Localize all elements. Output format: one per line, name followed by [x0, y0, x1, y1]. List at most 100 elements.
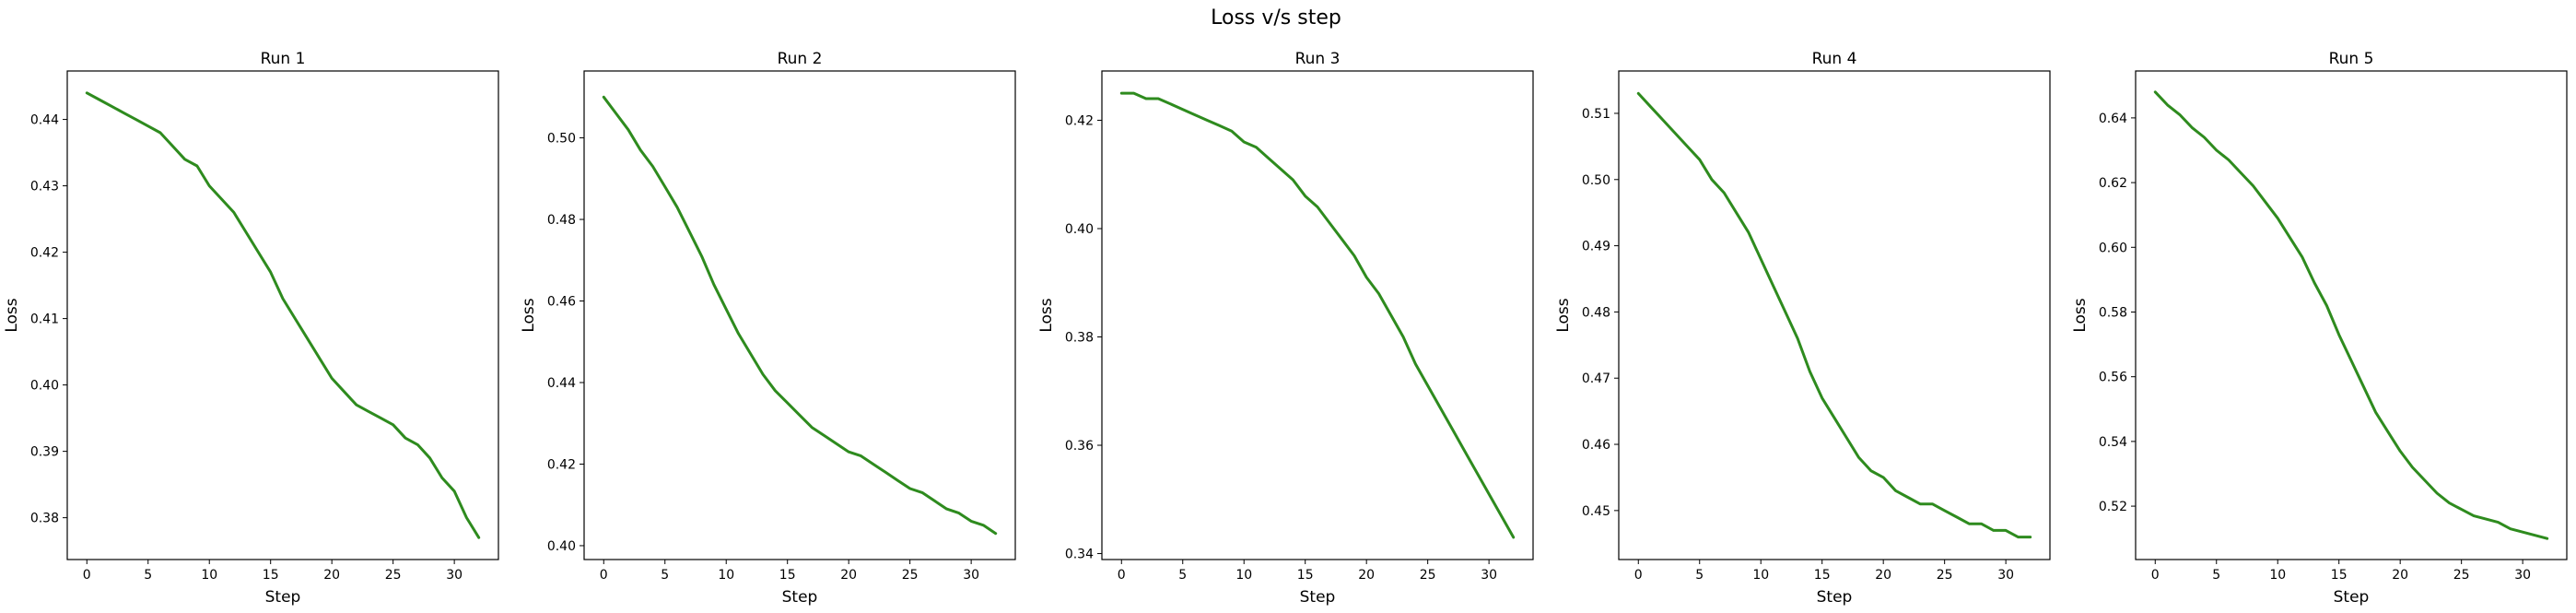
y-tick-label: 0.56: [2099, 371, 2127, 385]
y-tick-label: 0.49: [1582, 240, 1610, 254]
loss-line: [602, 95, 998, 536]
x-tick-label: 15: [1814, 568, 1831, 583]
y-tick-label: 0.51: [1582, 107, 1610, 122]
x-tick-label: 5: [144, 568, 152, 583]
y-tick-label: 0.44: [547, 376, 576, 391]
y-tick-label: 0.43: [30, 180, 59, 195]
y-axis-label: Loss: [2071, 298, 2090, 332]
plot-frame: [66, 70, 499, 560]
subplot-run-1: Run 1 0 5 10 15 20 25 30 0.38 0.39 0.40 0.41 0.42 0.4…: [3, 50, 499, 607]
x-tick-label: 30: [963, 568, 979, 583]
x-tick-label: 25: [1420, 568, 1436, 583]
loss-line: [1636, 91, 2032, 539]
x-tick-label: 25: [1937, 568, 1953, 583]
x-tick-label: 20: [840, 568, 857, 583]
y-tick-label: 0.52: [2099, 500, 2127, 514]
y-tick-label: 0.42: [1065, 113, 1094, 128]
y-tick-label: 0.48: [547, 213, 576, 228]
y-tick-label: 0.38: [30, 512, 59, 526]
x-tick-label: 25: [902, 568, 919, 583]
y-tick-label: 0.44: [30, 113, 59, 128]
x-tick-label: 20: [2392, 568, 2408, 583]
x-axis-label: Step: [1817, 588, 1853, 607]
plot-frame: [1618, 70, 2051, 560]
x-tick-label: 0: [1118, 568, 1126, 583]
loss-line: [2153, 90, 2549, 540]
x-tick-label: 0: [600, 568, 608, 583]
x-tick-label: 15: [263, 568, 279, 583]
y-tick-label: 0.64: [2099, 112, 2127, 126]
subplot-run-5: Run 5 0 5 10 15 20 25 30 0.52 0.54 0.56 0.58 0.60 0.6…: [2071, 50, 2568, 607]
figure-title: Loss v/s step: [1211, 6, 1341, 29]
y-tick-label: 0.40: [30, 379, 59, 394]
x-tick-label: 10: [2269, 568, 2286, 583]
y-tick-label: 0.40: [547, 539, 576, 554]
x-tick-label: 5: [1695, 568, 1704, 583]
subplot-title: Run 3: [1295, 50, 1341, 68]
x-tick-label: 15: [1297, 568, 1314, 583]
y-tick-label: 0.50: [1582, 173, 1610, 188]
subplot-title: Run 5: [2329, 50, 2374, 68]
y-tick-label: 0.42: [547, 457, 576, 472]
x-tick-label: 0: [83, 568, 91, 583]
x-tick-label: 15: [779, 568, 796, 583]
y-tick-label: 0.58: [2099, 305, 2127, 320]
x-axis-label: Step: [2334, 588, 2370, 607]
x-tick-label: 20: [1358, 568, 1375, 583]
plot-frame: [1101, 70, 1534, 560]
x-tick-label: 5: [1178, 568, 1187, 583]
y-tick-label: 0.54: [2099, 435, 2127, 450]
x-axis-label: Step: [265, 588, 301, 607]
x-tick-label: 0: [1634, 568, 1643, 583]
subplot-run-4: Run 4 0 5 10 15 20 25 30 0.45 0.46 0.47 0.48 0.49 0.5…: [1554, 50, 2051, 607]
x-tick-label: 10: [201, 568, 217, 583]
y-tick-label: 0.46: [547, 295, 576, 310]
x-tick-label: 25: [385, 568, 402, 583]
y-tick-label: 0.42: [30, 246, 59, 261]
subplot-title: Run 4: [1812, 50, 1857, 68]
x-tick-label: 30: [2514, 568, 2531, 583]
x-tick-label: 10: [718, 568, 734, 583]
y-axis-label: Loss: [1554, 298, 1573, 332]
y-tick-label: 0.38: [1065, 331, 1094, 346]
y-tick-label: 0.60: [2099, 241, 2127, 255]
x-tick-label: 20: [1875, 568, 1891, 583]
subplots: Run 1 0 5 10 15 20 25 30 0.38 0.39 0.40 0.41 0.42 0.4…: [3, 50, 2568, 607]
x-axis-label: Step: [1300, 588, 1336, 607]
subplot-run-3: Run 3 0 5 10 15 20 25 30 0.34 0.36 0.38 0.40 0.42 Ste…: [1037, 50, 1534, 607]
y-tick-label: 0.48: [1582, 305, 1610, 320]
y-tick-label: 0.50: [547, 132, 576, 147]
y-tick-label: 0.45: [1582, 504, 1610, 519]
y-tick-label: 0.40: [1065, 222, 1094, 237]
subplot-title: Run 2: [778, 50, 823, 68]
plot-frame: [2135, 70, 2568, 560]
y-tick-label: 0.39: [30, 445, 59, 460]
plot-frame: [583, 70, 1016, 560]
y-tick-label: 0.41: [30, 312, 59, 327]
x-tick-label: 10: [1235, 568, 1252, 583]
x-tick-label: 10: [1752, 568, 1769, 583]
x-tick-label: 30: [446, 568, 463, 583]
y-tick-label: 0.34: [1065, 548, 1094, 562]
y-tick-label: 0.62: [2099, 176, 2127, 191]
loss-line: [1119, 91, 1516, 539]
x-axis-label: Step: [782, 588, 818, 607]
y-axis-label: Loss: [1037, 298, 1056, 332]
y-tick-label: 0.36: [1065, 439, 1094, 454]
y-tick-label: 0.47: [1582, 371, 1610, 386]
y-axis-label: Loss: [520, 298, 538, 332]
y-tick-label: 0.46: [1582, 438, 1610, 453]
x-tick-label: 5: [661, 568, 669, 583]
x-tick-label: 20: [323, 568, 340, 583]
x-tick-label: 30: [1481, 568, 1497, 583]
x-tick-label: 0: [2151, 568, 2160, 583]
subplot-run-2: Run 2 0 5 10 15 20 25 30 0.40 0.42 0.44 0.46 0.48 0.5…: [520, 50, 1016, 607]
x-tick-label: 5: [2212, 568, 2220, 583]
y-axis-label: Loss: [3, 298, 21, 332]
subplot-title: Run 1: [261, 50, 306, 68]
x-tick-label: 30: [1997, 568, 2014, 583]
x-tick-label: 15: [2331, 568, 2348, 583]
loss-line: [85, 91, 481, 539]
x-tick-label: 25: [2453, 568, 2470, 583]
